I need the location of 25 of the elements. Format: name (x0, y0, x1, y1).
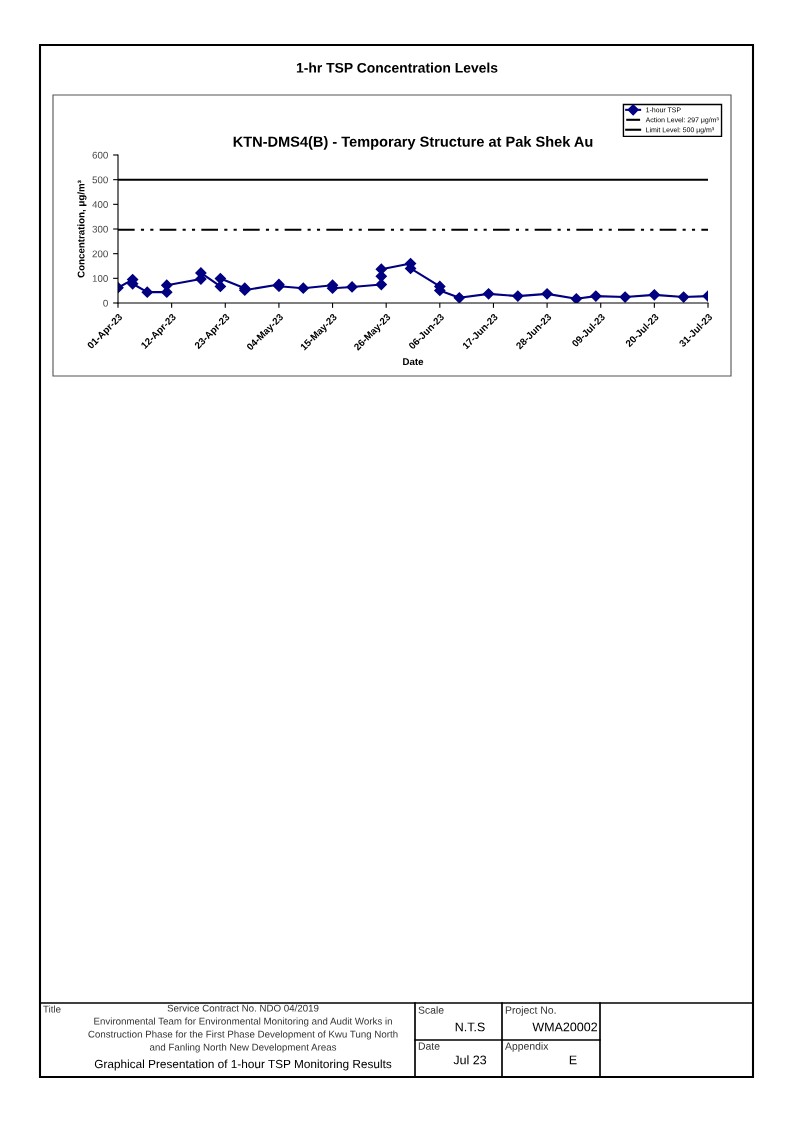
text: Scale (418, 1006, 444, 1014)
y-tick-label: 200 (92, 250, 108, 258)
text: Graphical Presentation of 1-hour TSP Monitoring Results (94, 1059, 392, 1071)
y-tick-label: 300 (92, 225, 108, 233)
text: Appendix (505, 1042, 549, 1052)
text: Title (43, 1005, 61, 1013)
text: and Fanling North New Development Areas (149, 1043, 337, 1053)
text: N.T.S (455, 1022, 485, 1032)
text: Service Contract No. NDO 04/2019 (167, 1004, 319, 1012)
x-axis-title: Date (403, 358, 424, 366)
text: Jul 23 (453, 1055, 487, 1065)
y-tick-label: 100 (92, 275, 108, 282)
text: WMA20002 (532, 1022, 598, 1032)
y-tick-label: 400 (92, 201, 108, 208)
text: Project No. (505, 1006, 556, 1016)
text: Environmental Team for Environmental Monitoring and Audit Works in (94, 1017, 392, 1027)
text: Date (418, 1042, 440, 1050)
text: Construction Phase for the First Phase Development of Kwu Tung North (88, 1030, 398, 1040)
chart-title: 1-hr TSP Concentration Levels (296, 62, 498, 73)
text: E (569, 1055, 577, 1065)
chart-subtitle: KTN-DMS4(B) - Temporary Structure at Pak Shek Au (233, 136, 593, 150)
y-axis-title: Concentration, μg/m³ (77, 180, 87, 278)
y-tick-label: 500 (92, 176, 108, 184)
y-tick-label: 0 (103, 299, 108, 307)
y-tick-label: 600 (92, 151, 108, 159)
